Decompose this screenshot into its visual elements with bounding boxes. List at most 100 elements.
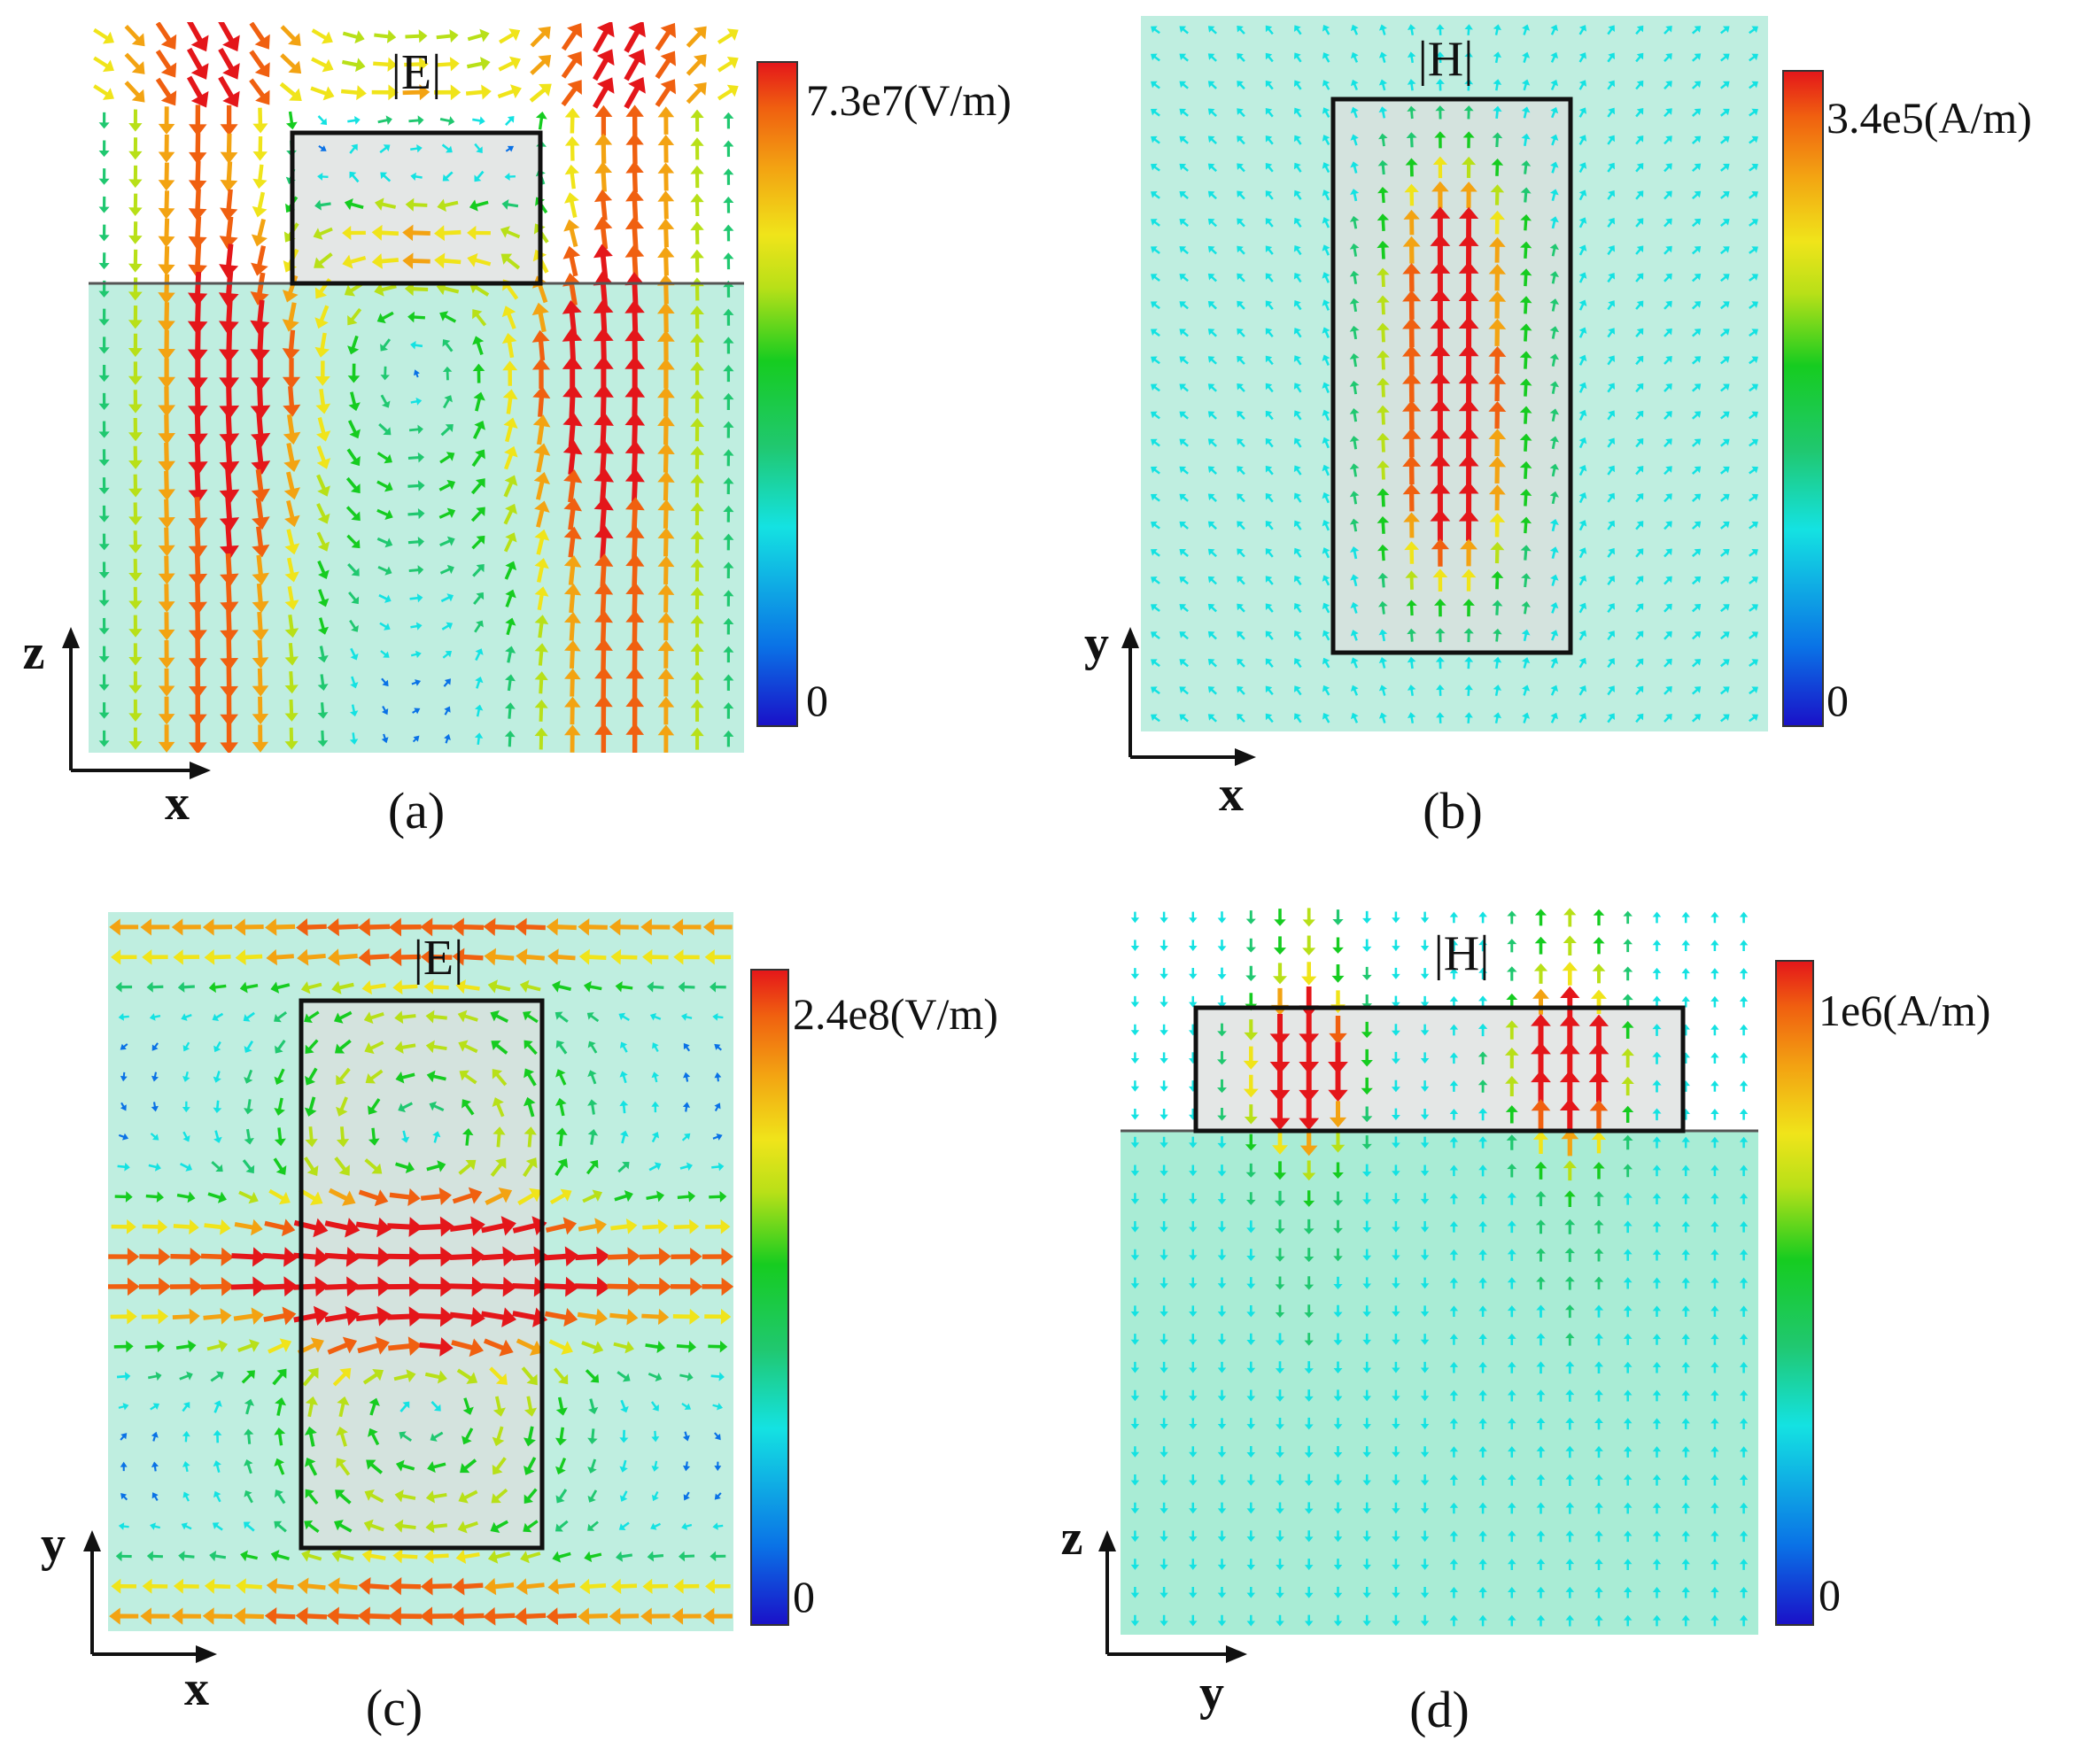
field-arrow-icon (1749, 135, 1758, 144)
field-arrow-icon (1536, 1418, 1546, 1430)
field-arrow-icon (1378, 24, 1387, 35)
field-arrow-icon (1293, 685, 1302, 696)
field-arrow-icon (619, 1041, 628, 1053)
field-arrow-icon (1349, 380, 1360, 395)
field-arrow-icon (439, 536, 455, 547)
field-arrow-icon (619, 1071, 628, 1084)
field-arrow-icon (1392, 1586, 1400, 1598)
field-arrow-icon (1332, 909, 1344, 925)
field-arrow-icon (1532, 988, 1549, 1015)
field-arrow-icon (1691, 190, 1702, 200)
field-arrow-icon (1377, 350, 1390, 370)
field-arrow-icon (1533, 963, 1548, 984)
field-arrow-icon (252, 526, 270, 558)
field-arrow-icon (1589, 1100, 1609, 1129)
field-arrow-icon (1275, 1219, 1285, 1234)
field-arrow-icon (504, 730, 516, 747)
field-arrow-icon (158, 358, 176, 389)
field-arrow-icon (331, 1549, 354, 1563)
field-arrow-icon (594, 161, 613, 192)
field-arrow-icon (1244, 1019, 1259, 1041)
field-arrow-icon (1130, 1136, 1140, 1149)
field-arrow-icon (679, 1372, 694, 1381)
field-arrow-icon (594, 638, 613, 671)
field-arrow-icon (657, 640, 675, 669)
field-arrow-icon (327, 948, 358, 966)
field-arrow-icon (562, 273, 582, 306)
field-arrow-icon (1739, 1361, 1749, 1373)
field-arrow-icon (461, 1427, 474, 1445)
field-arrow-icon (1578, 713, 1587, 723)
field-arrow-icon (504, 702, 516, 719)
field-arrow-icon (124, 81, 145, 103)
field-arrow-icon (274, 1520, 287, 1533)
field-arrow-icon (1362, 1305, 1372, 1318)
field-arrow-icon (1430, 344, 1451, 376)
field-arrow-icon (1521, 106, 1531, 119)
field-arrow-icon (387, 1217, 423, 1237)
field-arrow-icon (723, 252, 734, 270)
field-arrow-icon (1151, 521, 1160, 530)
field-arrow-icon (1275, 1389, 1285, 1402)
field-arrow-icon (723, 392, 734, 410)
field-arrow-icon (1265, 492, 1274, 503)
field-arrow-icon (625, 497, 645, 531)
field-arrow-icon (1304, 1389, 1314, 1402)
field-arrow-icon (181, 1013, 192, 1021)
field-arrow-icon (1739, 1614, 1749, 1627)
field-arrow-icon (1265, 107, 1274, 118)
field-arrow-icon (1405, 570, 1418, 590)
field-arrow-icon (1607, 355, 1616, 366)
field-arrow-icon (459, 1070, 477, 1085)
field-arrow-icon (610, 1218, 638, 1234)
field-arrow-icon (555, 1396, 568, 1416)
field-arrow-icon (672, 1308, 701, 1325)
field-arrow-icon (284, 557, 299, 583)
field-arrow-icon (1246, 1530, 1256, 1543)
field-arrow-icon (182, 1131, 190, 1142)
field-arrow-icon (1578, 272, 1587, 283)
field-arrow-icon (310, 86, 335, 101)
field-arrow-icon (128, 137, 143, 160)
field-arrow-icon (1565, 1333, 1575, 1346)
field-arrow-icon (1507, 1164, 1517, 1178)
field-arrow-icon (1434, 599, 1446, 617)
field-arrow-icon (1488, 290, 1507, 319)
field-arrow-icon (1488, 401, 1507, 429)
field-arrow-icon (1273, 963, 1287, 985)
field-arrow-icon (1505, 1020, 1519, 1040)
field-arrow-icon (686, 54, 707, 76)
field-arrow-icon (1710, 1389, 1719, 1402)
field-arrow-icon (158, 329, 175, 360)
field-arrow-icon (1464, 712, 1473, 723)
field-arrow-icon (593, 327, 614, 363)
field-arrow-icon (1588, 1041, 1609, 1074)
field-arrow-icon (128, 559, 143, 582)
field-arrow-icon (451, 917, 485, 937)
field-arrow-icon (1392, 1249, 1400, 1261)
field-arrow-icon (593, 216, 613, 250)
field-arrow-icon (1151, 604, 1160, 612)
field-arrow-icon (656, 302, 675, 333)
panel-caption: (a) (388, 782, 445, 839)
field-arrow-icon (1350, 24, 1359, 35)
field-arrow-icon (1322, 80, 1330, 90)
field-arrow-icon (1151, 686, 1160, 695)
field-arrow-icon (1749, 356, 1758, 365)
field-arrow-icon (1333, 1502, 1343, 1514)
field-arrow-icon (1578, 464, 1587, 476)
field-arrow-icon (128, 306, 143, 329)
field-arrow-icon (467, 252, 492, 267)
field-arrow-icon (1520, 545, 1532, 561)
field-arrow-icon (1534, 1161, 1547, 1180)
field-arrow-icon (1420, 1446, 1430, 1458)
field-arrow-icon (158, 274, 175, 305)
field-arrow-icon (1130, 1474, 1140, 1486)
field-arrow-icon (1521, 133, 1531, 147)
field-arrow-icon (213, 1041, 221, 1053)
field-arrow-icon (1664, 493, 1672, 503)
field-arrow-icon (98, 477, 110, 495)
field-arrow-icon (657, 218, 675, 248)
field-arrow-icon (380, 338, 392, 352)
field-arrow-icon (505, 646, 516, 663)
